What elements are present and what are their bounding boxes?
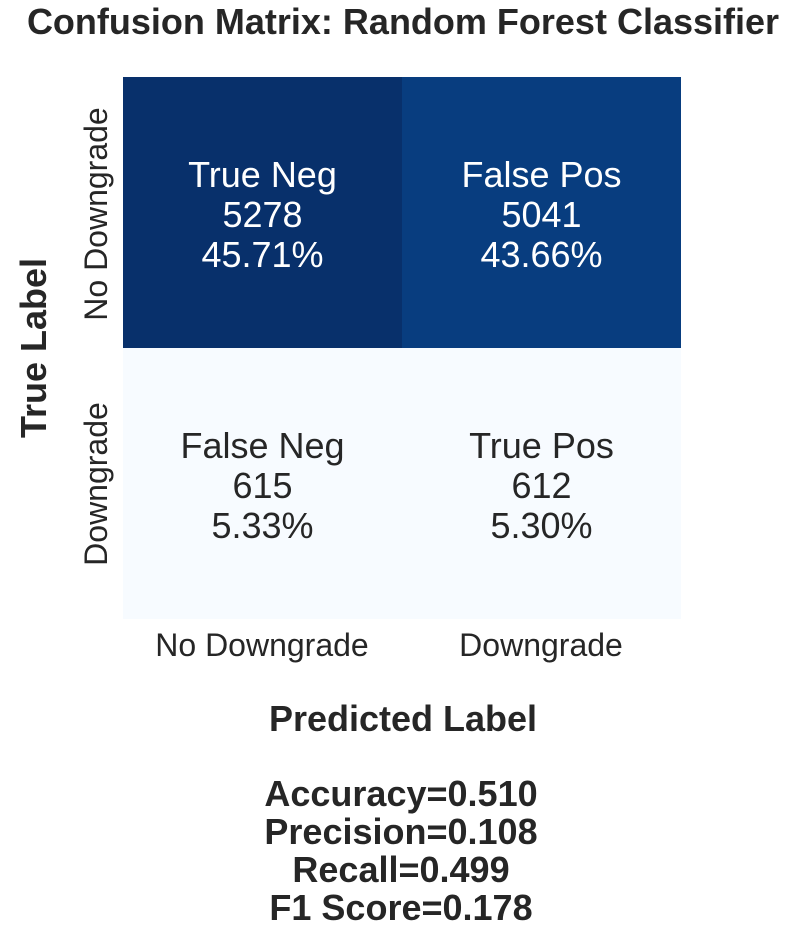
heatmap-cell-true-neg: [123, 77, 402, 348]
cell-text-true-pos-label: True Pos: [469, 425, 614, 466]
metric-precision: Precision=0.108: [264, 811, 537, 852]
heatmap-cell-true-pos: [402, 348, 681, 619]
cell-text-false-neg-count: 615: [232, 465, 292, 506]
cell-text-false-neg-percent: 5.33%: [211, 505, 313, 546]
x-tick-label-downgrade: Downgrade: [459, 627, 623, 663]
heatmap-cell-false-neg: [123, 348, 402, 619]
y-axis-title: True Label: [13, 258, 54, 438]
metric-accuracy: Accuracy=0.510: [264, 773, 537, 814]
cell-text-false-pos-percent: 43.66%: [480, 234, 602, 275]
cell-text-false-pos-count: 5041: [501, 194, 581, 235]
x-axis-title: Predicted Label: [269, 698, 537, 739]
cell-text-false-neg-label: False Neg: [180, 425, 344, 466]
cell-text-true-neg-count: 5278: [222, 194, 302, 235]
cell-text-true-neg-percent: 45.71%: [201, 234, 323, 275]
y-tick-label-downgrade: Downgrade: [78, 402, 114, 566]
cell-text-true-pos-count: 612: [511, 465, 571, 506]
heatmap-cell-false-pos: [402, 77, 681, 348]
chart-title: Confusion Matrix: Random Forest Classifi…: [27, 1, 779, 42]
y-tick-label-no-downgrade: No Downgrade: [78, 107, 114, 320]
heatmap-cells: [123, 77, 681, 619]
metric-f1-score: F1 Score=0.178: [269, 887, 532, 928]
cell-text-true-neg-label: True Neg: [188, 154, 337, 195]
metric-recall: Recall=0.499: [292, 849, 509, 890]
cell-text-true-pos-percent: 5.30%: [490, 505, 592, 546]
x-tick-label-no-downgrade: No Downgrade: [155, 627, 368, 663]
cell-text-false-pos-label: False Pos: [461, 154, 621, 195]
